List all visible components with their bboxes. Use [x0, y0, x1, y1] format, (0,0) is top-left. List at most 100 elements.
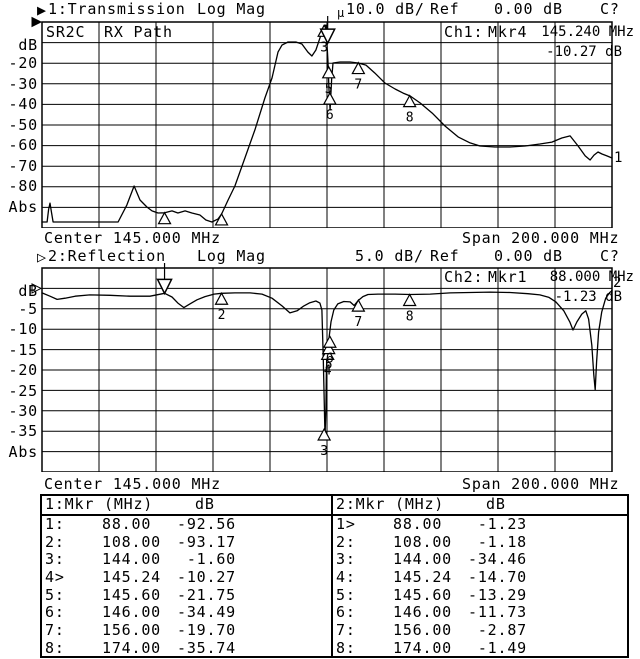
marker-icon [322, 91, 337, 105]
y-tick: -20 [8, 361, 38, 379]
marker-freq: 108.00 [393, 532, 452, 551]
marker-label: 5 [325, 82, 333, 97]
table-row: 6: 146.00 -34.49 [42, 604, 331, 622]
marker-label: 7 [354, 78, 362, 93]
channel1-readout-channel: Ch1: [444, 23, 484, 41]
marker-icon [322, 335, 337, 348]
marker-db: -93.17 [177, 532, 236, 551]
marker-table-ch1-header: 1:Mkr (MHz) dB [42, 496, 331, 516]
table-row: 4> 145.24 -10.27 [42, 569, 331, 587]
marker-num: 4: [336, 568, 356, 587]
marker-icon [321, 341, 336, 355]
marker-table-ch1: 1:Mkr (MHz) dB 1: 88.00 -92.56 2: 108.00 -93… [40, 494, 333, 658]
transmission-plot: 3 5 6 7 8 [31, 16, 613, 228]
marker-freq: 108.00 [102, 532, 161, 551]
channel2-readout-value: -1.23 dB [554, 289, 622, 305]
center-frequency-ch2: Center 145.000 MHz [44, 475, 221, 493]
marker-label: 3 [320, 444, 328, 459]
marker-icon [351, 298, 366, 312]
y-tick: -5 [18, 300, 38, 318]
marker-label: 4 [324, 363, 332, 378]
y-tick: -80 [8, 177, 38, 195]
channel1-active-icon: ▶ [37, 1, 47, 19]
marker-db: -1.18 [477, 532, 527, 551]
marker-icon [402, 293, 417, 307]
marker-freq: 146.00 [393, 603, 452, 622]
marker-freq: 144.00 [102, 550, 161, 569]
marker-num: 5: [336, 585, 356, 604]
marker-db: -10.27 [177, 568, 236, 587]
plot-border [41, 267, 613, 472]
y-axis-unit-ch1: dB [18, 36, 38, 54]
marker-db: -21.75 [177, 585, 236, 604]
y-axis-abs-ch1: Abs [8, 198, 38, 216]
table-row: 2: 108.00 -1.18 [333, 532, 627, 552]
channel1-status: C? [600, 0, 620, 18]
y-axis-abs-ch2: Abs [8, 443, 38, 461]
trace1-label: 1 [614, 150, 623, 166]
channel2-inactive-icon: ▷ [37, 248, 47, 266]
marker-num: 5: [45, 585, 65, 604]
marker-freq: 145.24 [102, 568, 161, 587]
marker-db: -92.56 [177, 515, 236, 533]
marker-icon [321, 65, 336, 79]
active-marker-icon [156, 278, 173, 296]
marker-label: 5 [325, 358, 333, 373]
channel1-readout-freq: 145.240 MHz [541, 24, 634, 40]
channel2-scale: 5.0 dB/ [355, 247, 424, 265]
marker-num: 8: [45, 638, 65, 657]
y-tick: -30 [8, 402, 38, 420]
marker-db: -1.49 [477, 638, 527, 657]
marker-db: -34.46 [468, 550, 527, 569]
marker-num: 1: [45, 515, 65, 533]
channel2-ref-value: 0.00 dB [494, 247, 563, 265]
label-cell-rx-path: RX Path [104, 23, 173, 41]
marker-table-ch2-header: 2:Mkr (MHz) dB [333, 496, 627, 516]
marker-freq: 145.60 [393, 585, 452, 604]
marker-table-header-db: dB [486, 495, 506, 513]
marker-num: 6: [45, 603, 65, 622]
table-row: 1: 88.00 -92.56 [42, 516, 331, 534]
marker-icon [157, 211, 172, 225]
y-tick: -50 [8, 116, 38, 134]
marker-num: 8: [336, 638, 356, 657]
center-frequency-ch1: Center 145.000 MHz [44, 229, 221, 247]
marker-icon [402, 94, 417, 108]
span-frequency-ch2: Span 200.000 MHz [462, 475, 620, 493]
y-axis-unit-ch2: dB [18, 282, 38, 300]
marker-num: 2: [45, 532, 65, 551]
marker-db: -2.87 [477, 621, 527, 640]
marker-label: 6 [326, 351, 334, 366]
y-tick: -10 [8, 320, 38, 338]
y-tick: -35 [8, 422, 38, 440]
table-row: 6: 146.00 -11.73 [333, 604, 627, 622]
channel1-ref-label: Ref [430, 0, 460, 18]
marker-icon [214, 291, 229, 305]
table-row: 8: 174.00 -1.49 [333, 638, 627, 658]
y-tick: -20 [8, 54, 38, 72]
marker-freq: 144.00 [393, 550, 452, 569]
table-row: 4: 145.24 -14.70 [333, 569, 627, 587]
marker-freq: 156.00 [393, 621, 452, 640]
marker-num: 1> [336, 515, 356, 533]
marker-freq: 174.00 [393, 638, 452, 657]
channel1-title: 1:Transmission [48, 0, 186, 18]
table-row: 3: 144.00 -34.46 [333, 551, 627, 569]
marker-table-ch2: 2:Mkr (MHz) dB 1> 88.00 -1.23 2: 108.00 -1.1… [331, 494, 629, 658]
channel2-readout-freq: 88.000 MHz [549, 269, 634, 285]
channel1-readout-value: -10.27 dB [546, 44, 622, 60]
marker-num: 3: [336, 550, 356, 569]
marker-num: 7: [45, 621, 65, 640]
marker-freq: 174.00 [102, 638, 161, 657]
marker-db: -35.74 [177, 638, 236, 657]
marker-label: 7 [354, 315, 362, 330]
y-tick: -40 [8, 95, 38, 113]
marker-table-header-db: dB [195, 495, 215, 513]
span-frequency-ch1: Span 200.000 MHz [462, 229, 620, 247]
marker-num: 2: [336, 532, 356, 551]
reflection-plot: 2 3 456 7 8 [31, 263, 613, 472]
y-tick: -60 [8, 136, 38, 154]
marker-table-header-label: 2:Mkr (MHz) [336, 495, 445, 513]
channel1-scale: 10.0 dB/ [346, 0, 425, 18]
marker-db: -14.70 [468, 568, 527, 587]
